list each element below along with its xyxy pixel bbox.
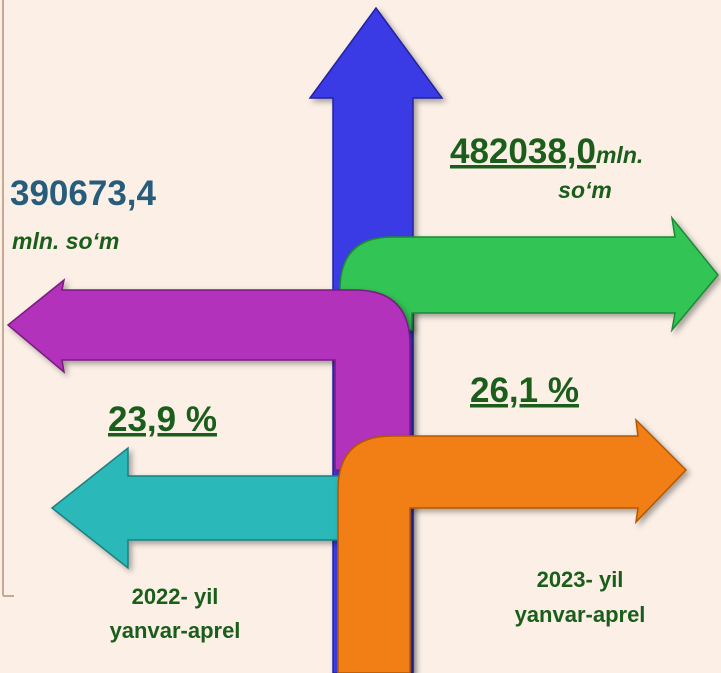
value-2023: 482038,0 [450, 132, 596, 171]
period-2022: 2022- yil [132, 584, 219, 609]
share-2022: 23,9 % [108, 400, 217, 439]
period-2022: yanvar-aprel [110, 618, 241, 643]
unit-2023: mln. [596, 142, 643, 168]
infographic: 390673,4 mln. so‘m 482038,0mln. so‘m 23,… [0, 0, 721, 673]
period-2023: yanvar-aprel [515, 602, 646, 627]
value-2022: 390673,4 [10, 174, 157, 213]
unit-2023-line2: so‘m [558, 177, 612, 203]
unit-2022: mln. so‘m [12, 228, 119, 254]
share-2023: 26,1 % [470, 371, 579, 410]
period-2023: 2023- yil [537, 567, 624, 592]
